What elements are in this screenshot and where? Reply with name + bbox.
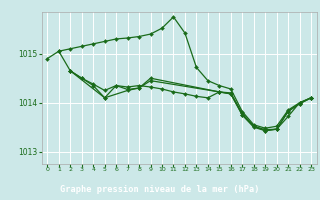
Text: Graphe pression niveau de la mer (hPa): Graphe pression niveau de la mer (hPa) (60, 185, 260, 194)
